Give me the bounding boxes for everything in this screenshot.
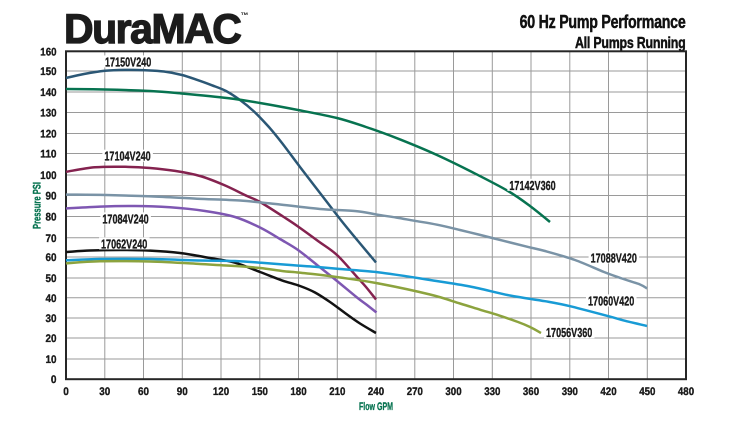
svg-text:30: 30 bbox=[46, 313, 57, 325]
svg-text:160: 160 bbox=[40, 46, 56, 58]
svg-text:0: 0 bbox=[51, 374, 57, 386]
svg-text:90: 90 bbox=[46, 191, 57, 203]
svg-text:60: 60 bbox=[46, 252, 57, 264]
svg-text:Pressure PSI: Pressure PSI bbox=[32, 182, 44, 229]
svg-text:50: 50 bbox=[46, 273, 57, 285]
svg-text:0: 0 bbox=[63, 386, 69, 398]
svg-text:150: 150 bbox=[40, 66, 56, 78]
svg-text:17056V360: 17056V360 bbox=[546, 325, 592, 340]
svg-text:20: 20 bbox=[46, 333, 57, 345]
svg-text:80: 80 bbox=[46, 212, 57, 224]
svg-text:390: 390 bbox=[562, 386, 578, 398]
svg-text:100: 100 bbox=[40, 170, 56, 182]
svg-text:10: 10 bbox=[46, 354, 57, 366]
svg-text:150: 150 bbox=[252, 386, 268, 398]
svg-text:40: 40 bbox=[46, 293, 57, 305]
svg-text:70: 70 bbox=[46, 233, 57, 245]
svg-text:360: 360 bbox=[523, 386, 539, 398]
svg-text:270: 270 bbox=[407, 386, 423, 398]
svg-text:17084V240: 17084V240 bbox=[102, 211, 148, 226]
svg-text:17088V420: 17088V420 bbox=[591, 250, 637, 265]
svg-text:120: 120 bbox=[213, 386, 229, 398]
svg-text:420: 420 bbox=[600, 386, 616, 398]
svg-text:17150V240: 17150V240 bbox=[105, 54, 151, 69]
svg-text:30: 30 bbox=[99, 386, 110, 398]
svg-text:120: 120 bbox=[40, 129, 56, 141]
svg-text:180: 180 bbox=[290, 386, 306, 398]
svg-text:140: 140 bbox=[40, 87, 56, 99]
svg-text:110: 110 bbox=[40, 149, 56, 161]
svg-text:480: 480 bbox=[678, 386, 694, 398]
svg-text:130: 130 bbox=[40, 108, 56, 120]
svg-text:Flow GPM: Flow GPM bbox=[359, 401, 393, 413]
svg-text:90: 90 bbox=[177, 386, 188, 398]
svg-text:17104V240: 17104V240 bbox=[104, 149, 150, 164]
svg-text:17060V420: 17060V420 bbox=[588, 293, 634, 308]
svg-text:17062V240: 17062V240 bbox=[101, 236, 147, 251]
svg-text:60: 60 bbox=[138, 386, 149, 398]
svg-text:240: 240 bbox=[368, 386, 384, 398]
svg-text:17142V360: 17142V360 bbox=[509, 178, 555, 193]
svg-text:450: 450 bbox=[639, 386, 655, 398]
svg-text:300: 300 bbox=[445, 386, 461, 398]
svg-text:330: 330 bbox=[484, 386, 500, 398]
svg-text:210: 210 bbox=[329, 386, 345, 398]
